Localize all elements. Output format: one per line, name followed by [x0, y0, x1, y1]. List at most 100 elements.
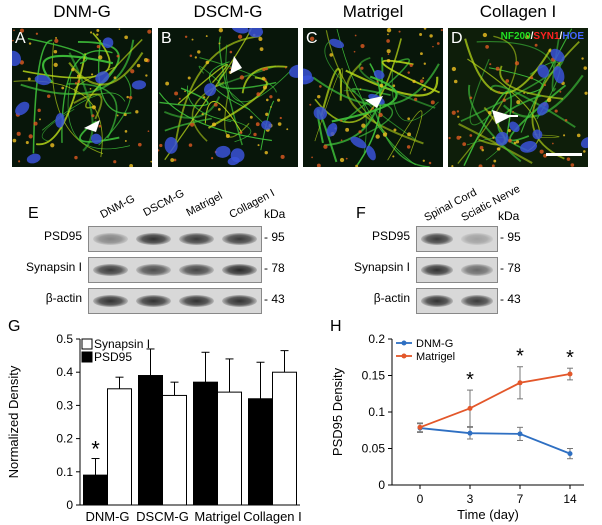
micrograph-b: B — [158, 28, 298, 167]
micrograph-image-d — [448, 28, 588, 167]
bar — [248, 398, 273, 506]
chart-h: PSD95 Density 0 0.05 0.1 0.15 0.2 0 3 7 14 Time (d… — [330, 332, 584, 522]
data-point — [417, 424, 423, 430]
micrograph-d: D NF200/SYN1/HOE — [448, 28, 588, 167]
title-collagen-i: Collagen I — [479, 2, 557, 21]
stain-syn1: SYN1 — [533, 31, 560, 42]
y-tick-label: 0.4 — [56, 365, 73, 379]
lane-label-matrigel: Matrigel — [184, 190, 225, 219]
significance-star: * — [566, 347, 574, 369]
blot-band — [178, 264, 215, 276]
legend-label: Matrigel — [416, 351, 455, 363]
legend-swatch — [81, 351, 93, 363]
stain-legend: NF200/SYN1/HOE — [501, 31, 584, 42]
blot-strip — [416, 257, 498, 283]
blot-strip — [416, 226, 498, 252]
data-point — [467, 430, 473, 436]
panel-letter-c: C — [306, 30, 318, 47]
stain-sep-1: / — [530, 31, 534, 42]
bar — [162, 394, 187, 506]
blot-row-label: β-actin — [45, 291, 82, 305]
blot-band — [420, 233, 454, 245]
x-tick-label: 3 — [467, 492, 474, 506]
chart-g: Normalized Density 0 0.1 0.2 0.3 0.4 0.5 DNM-G D… — [6, 332, 302, 524]
bar — [138, 375, 163, 506]
kda-header-f: kDa — [498, 209, 520, 223]
kda-header-e: kDa — [264, 207, 286, 221]
bar — [107, 388, 132, 506]
blot-band — [178, 295, 215, 307]
y-tick-label: 0.2 — [368, 332, 385, 346]
blot-row-label: PSD95 — [371, 229, 410, 243]
panel-letter-g: G — [8, 318, 21, 335]
y-tick-label: 0.1 — [368, 405, 385, 419]
blot-band — [221, 233, 258, 245]
x-tick-label: DSCM-G — [136, 509, 189, 524]
data-point — [567, 451, 573, 457]
micrograph-c: C — [303, 28, 443, 167]
y-axis-label: PSD95 Density — [330, 367, 345, 456]
micrograph-image-c — [303, 28, 443, 167]
data-point — [517, 380, 523, 386]
panel-letter-a: A — [15, 30, 26, 47]
panel-letter-f: F — [356, 205, 366, 222]
x-axis-label: Time (day) — [457, 507, 519, 522]
data-point — [567, 371, 573, 377]
arrowhead-icon — [365, 96, 383, 108]
blot-band — [420, 295, 454, 307]
arrowhead-icon — [84, 120, 100, 132]
blot-band — [460, 233, 494, 245]
title-matrigel: Matrigel — [342, 2, 404, 21]
blot-band — [460, 264, 494, 276]
blot-band — [420, 264, 454, 276]
legend-label: DNM-G — [416, 338, 453, 350]
legend-label: Synapsin I — [94, 337, 150, 351]
series-line — [419, 373, 571, 429]
blot-kda-value: - 95 — [264, 230, 285, 244]
blot-band — [178, 233, 215, 245]
panel-letter-b: B — [161, 30, 172, 47]
panel-letter-e: E — [28, 205, 39, 222]
lane-label-dscm-g: DSCM-G — [141, 187, 187, 219]
arrowhead-icon — [230, 56, 242, 74]
blot-band — [135, 233, 172, 245]
significance-star: * — [466, 369, 474, 391]
blot-row-label: β-actin — [373, 291, 410, 305]
significance-star: * — [516, 346, 524, 368]
blot-kda-value: - 43 — [264, 292, 285, 306]
bar — [83, 474, 108, 506]
x-tick-label: Collagen I — [243, 509, 302, 524]
stain-hoe: HOE — [562, 31, 584, 42]
y-tick-label: 0.15 — [362, 369, 386, 383]
blot-band — [92, 264, 129, 276]
blot-row-label: Synapsin I — [25, 260, 82, 274]
blot-strip — [416, 288, 498, 314]
x-tick-label: 0 — [417, 492, 424, 506]
x-tick-label: 14 — [563, 492, 577, 506]
y-tick-label: 0.3 — [56, 398, 73, 412]
blot-band — [92, 233, 129, 245]
legend-marker — [401, 340, 407, 346]
micrograph-image-a — [12, 28, 152, 167]
series-line — [419, 427, 571, 455]
legend-marker — [401, 353, 407, 359]
blot-strip — [88, 257, 262, 283]
data-point — [467, 405, 473, 411]
bar — [272, 371, 297, 506]
title-dnm-g: DNM-G — [53, 2, 111, 21]
y-tick-label: 0.2 — [56, 432, 73, 446]
blot-band — [221, 264, 258, 276]
micrograph-image-b — [158, 28, 298, 167]
x-tick-label: Matrigel — [194, 509, 240, 524]
blot-strip — [88, 288, 262, 314]
blot-band — [460, 295, 494, 307]
y-tick-label: 0.1 — [56, 465, 73, 479]
blot-kda-value: - 43 — [500, 292, 521, 306]
stain-nf200: NF200 — [500, 31, 531, 42]
y-tick-label: 0 — [66, 498, 73, 512]
blot-strip — [88, 226, 262, 252]
blot-band — [221, 295, 258, 307]
bar — [193, 381, 218, 506]
lane-label-dnm-g: DNM-G — [98, 192, 137, 221]
